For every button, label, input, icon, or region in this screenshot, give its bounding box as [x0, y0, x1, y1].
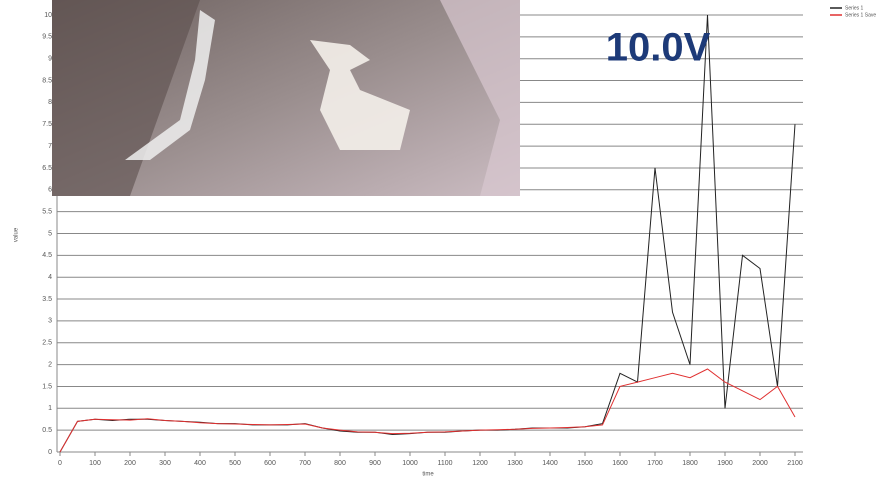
x-tick-label: 1900 [717, 460, 733, 467]
x-tick-label: 900 [369, 460, 381, 467]
series-line [59, 368, 796, 453]
y-tick-label: 9 [48, 56, 52, 63]
x-tick-label: 1500 [577, 460, 593, 467]
x-tick-label: 100 [89, 460, 101, 467]
x-tick-label: 1700 [647, 460, 663, 467]
y-tick-label: 0 [48, 449, 52, 456]
x-tick-label: 500 [229, 460, 241, 467]
legend-label: Series 1 [845, 5, 864, 11]
y-tick-label: 3 [48, 318, 52, 325]
x-tick-label: 1200 [472, 460, 488, 467]
annotation: 10.0V [606, 26, 711, 70]
y-tick-label: 5 [48, 230, 52, 237]
y-tick-label: 2.5 [42, 340, 52, 347]
y-tick-label: 7.5 [42, 121, 52, 128]
x-tick-label: 1400 [542, 460, 558, 467]
y-axis-label: value [14, 227, 20, 242]
lines [59, 14, 796, 453]
y-tick-label: 8 [48, 99, 52, 106]
x-tick-label: 1600 [612, 460, 628, 467]
y-tick-label: 1.5 [42, 383, 52, 390]
y-tick-label: 2 [48, 361, 52, 368]
photo-shade [52, 0, 200, 196]
y-tick-label: 0.5 [42, 427, 52, 434]
x-tick-label: 1000 [402, 460, 418, 467]
y-tick-label: 7 [48, 143, 52, 150]
x-tick-label: 300 [159, 460, 171, 467]
x-tick-label: 2000 [752, 460, 768, 467]
legend-label: Series 1 Save [845, 12, 876, 18]
y-tick-label: 3.5 [42, 296, 52, 303]
y-tick-label: 1 [48, 405, 52, 412]
x-tick-label: 800 [334, 460, 346, 467]
x-tick-label: 1100 [437, 460, 452, 467]
y-tick-label: 6.5 [42, 165, 52, 172]
y-tick-label: 5.5 [42, 208, 52, 215]
photo-streak [125, 10, 215, 160]
photo-streak [310, 40, 410, 150]
x-tick-label: 200 [124, 460, 136, 467]
x-tick-label: 1800 [682, 460, 698, 467]
y-tick-label: 9.5 [42, 34, 52, 41]
photo-inset [52, 0, 520, 196]
x-tick-label: 0 [58, 460, 62, 467]
x-axis-label: time [422, 472, 434, 478]
y-tick-label: 4 [48, 274, 52, 281]
x-tick-label: 400 [194, 460, 206, 467]
y-tick-label: 6 [48, 187, 52, 194]
photo-wall [440, 0, 520, 196]
x-tick-label: 2100 [787, 460, 803, 467]
x-tick-label: 1300 [507, 460, 523, 467]
y-tick-label: 4.5 [42, 252, 52, 259]
x-tick-label: 600 [264, 460, 276, 467]
y-tick-label: 10 [44, 12, 52, 19]
y-tick-label: 8.5 [42, 77, 52, 84]
x-tick-label: 700 [299, 460, 311, 467]
